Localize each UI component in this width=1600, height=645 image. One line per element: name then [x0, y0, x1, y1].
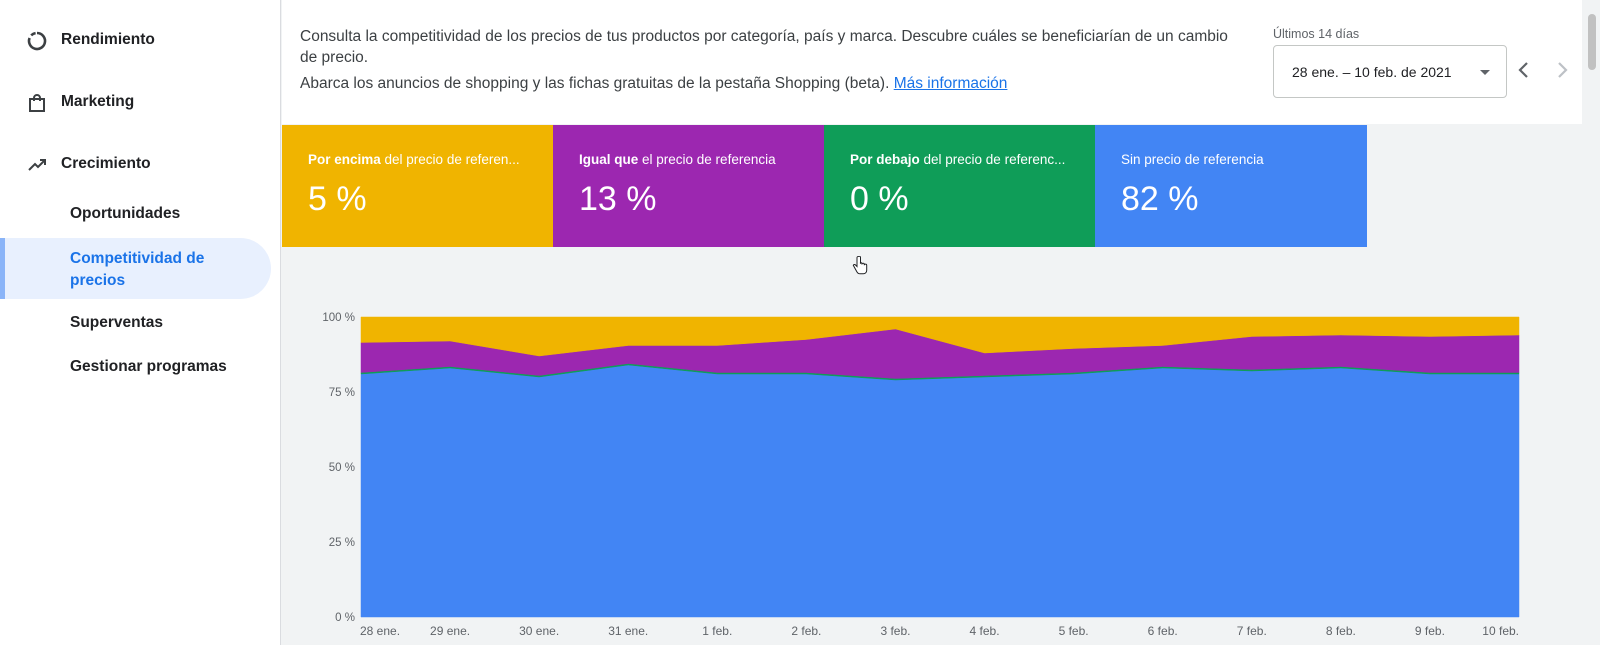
metric-tile-title: Por debajo del precio de referenc... [850, 152, 1076, 167]
x-tick-label: 1 feb. [702, 624, 732, 638]
metric-tile-equal[interactable]: Igual que el precio de referencia 13 % [553, 125, 825, 247]
scope-text: Abarca los anuncios de shopping y las fi… [300, 75, 890, 92]
y-axis: 0 % 25 % 50 % 75 % 100 % [322, 312, 355, 624]
date-range-value: 28 ene. – 10 feb. de 2021 [1292, 64, 1452, 80]
x-tick-label: 9 feb. [1415, 624, 1445, 638]
metric-tile-title-rest: Sin precio de referencia [1121, 152, 1264, 167]
metric-tile-title-rest: el precio de referencia [638, 152, 776, 167]
y-tick-label: 50 % [329, 462, 355, 474]
chevron-left-icon [1518, 62, 1528, 78]
next-period-button[interactable] [1550, 58, 1574, 82]
scrollbar[interactable] [1582, 0, 1600, 645]
sidebar-subitem-competitividad[interactable]: Competitividad de precios [0, 238, 271, 299]
sidebar-subitem-superventas[interactable]: Superventas [70, 314, 164, 331]
sidebar-subitem-label: Competitividad de precios [70, 250, 205, 289]
date-range-label: Últimos 14 días [1273, 27, 1360, 41]
y-tick-label: 25 % [329, 537, 355, 549]
x-tick-label: 5 feb. [1059, 624, 1089, 638]
scope-description: Abarca los anuncios de shopping y las fi… [300, 75, 1007, 93]
x-tick-label: 28 ene. [360, 624, 400, 638]
y-tick-label: 100 % [322, 312, 355, 324]
chevron-right-icon [1558, 62, 1568, 78]
sidebar-subitem-oportunidades[interactable]: Oportunidades [70, 205, 181, 222]
more-info-link[interactable]: Más información [893, 75, 1008, 92]
x-tick-label: 30 ene. [519, 624, 559, 638]
sidebar-item-label: Rendimiento [61, 31, 155, 48]
x-tick-label: 29 ene. [430, 624, 470, 638]
metric-tile-value: 82 % [1121, 180, 1199, 218]
x-tick-label: 7 feb. [1237, 624, 1267, 638]
metric-tile-title-rest: del precio de referenc... [919, 152, 1066, 167]
y-tick-label: 0 % [335, 612, 355, 624]
performance-icon [26, 30, 48, 52]
x-tick-label: 8 feb. [1326, 624, 1356, 638]
header-banner: Consulta la competitividad de los precio… [282, 0, 1582, 124]
x-axis: 28 ene. 29 ene. 30 ene. 31 ene. 1 feb. 2 feb.… [360, 624, 1519, 638]
chart-areas [360, 316, 1520, 618]
page-description: Consulta la competitividad de los precio… [300, 28, 1228, 66]
x-tick-label: 10 feb. [1482, 624, 1519, 638]
sidebar: Rendimiento Marketing Crecimiento Oportu… [0, 0, 281, 645]
metric-tile-title: Igual que el precio de referencia [579, 152, 805, 167]
metric-tile-title-rest: del precio de referen... [380, 152, 520, 167]
scrollbar-thumb[interactable] [1588, 14, 1596, 70]
metric-tile-none[interactable]: Sin precio de referencia 82 % [1095, 125, 1367, 247]
metric-tile-title-bold: Igual que [579, 152, 639, 167]
area-series-sin [360, 364, 1520, 618]
metric-tile-value: 13 % [579, 180, 657, 218]
x-tick-label: 6 feb. [1148, 624, 1178, 638]
x-tick-label: 4 feb. [970, 624, 1000, 638]
sidebar-item-crecimiento[interactable]: Crecimiento [0, 144, 280, 184]
sidebar-item-marketing[interactable]: Marketing [0, 82, 280, 122]
metric-tile-title: Por encima del precio de referen... [308, 152, 534, 167]
price-competitiveness-chart: 0 % 25 % 50 % 75 % 100 % 28 ene. 29 ene. 30 en… [282, 260, 1582, 645]
metric-tile-title: Sin precio de referencia [1121, 152, 1347, 167]
previous-period-button[interactable] [1512, 58, 1536, 82]
sidebar-item-label: Marketing [61, 93, 135, 110]
metric-tile-value: 0 % [850, 180, 909, 218]
y-tick-label: 75 % [329, 387, 355, 399]
x-tick-label: 2 feb. [791, 624, 821, 638]
shopping-bag-icon [26, 92, 48, 114]
date-range-select[interactable]: 28 ene. – 10 feb. de 2021 [1273, 45, 1507, 98]
sidebar-subitem-gestionar-programas[interactable]: Gestionar programas [70, 358, 227, 375]
trending-up-icon [26, 154, 48, 176]
x-tick-label: 31 ene. [608, 624, 648, 638]
metric-tile-below[interactable]: Por debajo del precio de referenc... 0 % [824, 125, 1096, 247]
hand-cursor-icon [852, 256, 868, 275]
metric-tile-title-bold: Por encima [308, 152, 381, 167]
area-series-encima [360, 316, 1520, 357]
sidebar-item-label: Crecimiento [61, 155, 151, 172]
metric-tile-value: 5 % [308, 180, 367, 218]
sidebar-item-rendimiento[interactable]: Rendimiento [0, 20, 280, 60]
stacked-area-chart: 0 % 25 % 50 % 75 % 100 % 28 ene. 29 ene. 30 en… [322, 312, 1520, 638]
metric-tile-above[interactable]: Por encima del precio de referen... 5 % [282, 125, 554, 247]
chevron-down-icon [1480, 70, 1490, 75]
metric-tile-title-bold: Por debajo [850, 152, 920, 167]
x-tick-label: 3 feb. [880, 624, 910, 638]
